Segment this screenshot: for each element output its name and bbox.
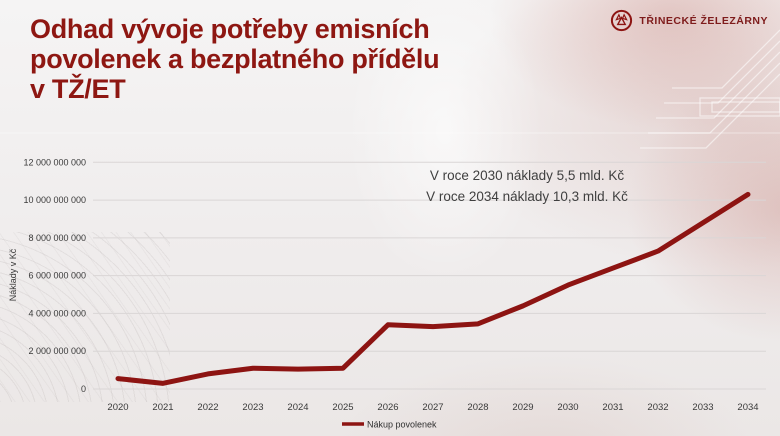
x-tick-label: 2021 [152,402,173,413]
page-title: Odhad vývoje potřeby emisních povolenek … [30,14,590,104]
y-tick-label: 10 000 000 000 [23,195,86,205]
x-tick-label: 2030 [557,402,578,413]
page-title-line-1: Odhad vývoje potřeby emisních [30,14,430,44]
legend-label: Nákup povolenek [367,420,437,430]
y-tick-label: 8 000 000 000 [28,233,86,243]
y-tick-label: 6 000 000 000 [28,271,86,281]
trinecke-zelezarny-logo-icon [611,9,633,32]
page-title-line-2: povolenek a bezplatného přídělu [30,44,440,74]
x-tick-label: 2023 [242,402,263,413]
y-tick-label: 4 000 000 000 [28,308,86,318]
page-title-line-3: v TŽ/ET [30,74,126,104]
y-tick-label: 2 000 000 000 [28,346,86,356]
chart-annotation: V roce 2034 náklady 10,3 mld. Kč [426,189,628,204]
x-tick-label: 2027 [422,402,443,413]
x-tick-label: 2032 [647,402,668,413]
x-tick-label: 2022 [197,402,218,413]
x-tick-label: 2025 [332,402,353,413]
x-tick-label: 2020 [107,402,128,413]
company-logo: TŘINECKÉ ŽELEZÁRNY [610,9,768,32]
line-chart: 0 2 000 000 000 4 000 000 000 6 000 000 000… [8,157,766,430]
x-tick-label: 2024 [287,402,308,413]
x-tick-label: 2029 [512,402,533,413]
chart-annotation: V roce 2030 náklady 5,5 mld. Kč [430,168,625,183]
x-tick-label: 2033 [692,402,713,413]
x-tick-label: 2031 [602,402,623,413]
y-tick-label: 0 [81,384,86,394]
y-tick-label: 12 000 000 000 [23,157,86,167]
chart: 0 2 000 000 000 4 000 000 000 6 000 000 000… [0,140,780,436]
x-tick-label: 2028 [467,402,488,413]
series-line-nakup-povolenek [115,191,751,386]
x-tick-label: 2034 [737,402,758,413]
company-logo-text: TŘINECKÉ ŽELEZÁRNY [639,14,768,27]
y-axis-title: Náklady v Kč [8,248,18,301]
x-tick-label: 2026 [377,402,398,413]
